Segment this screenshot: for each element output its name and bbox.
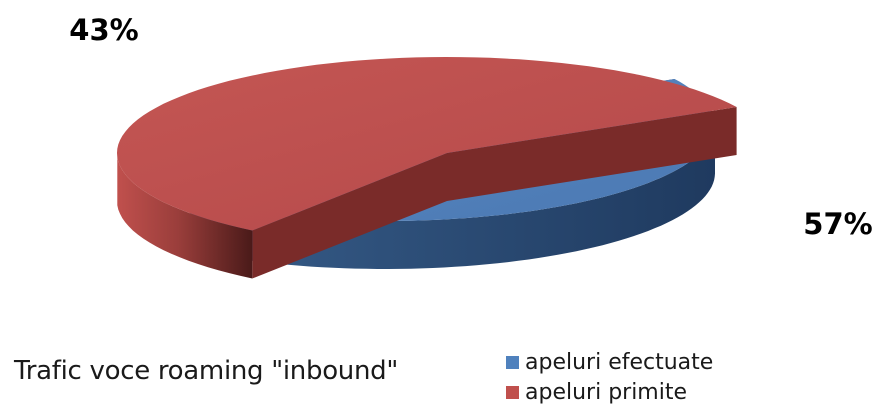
pie-slice-side-apeluri-primite bbox=[117, 157, 253, 279]
data-label-apeluri-efectuate: 43% bbox=[69, 13, 138, 47]
legend-label-apeluri-primite: apeluri primite bbox=[525, 379, 688, 405]
pie-slice-wall-apeluri-primite-0 bbox=[252, 153, 447, 279]
legend-swatch-apeluri-efectuate bbox=[506, 355, 519, 369]
data-label-apeluri-primite: 57% bbox=[803, 207, 872, 241]
legend-swatch-apeluri-primite bbox=[506, 385, 519, 399]
legend-item-apeluri-primite: apeluri primite bbox=[506, 377, 713, 407]
pie-slice-apeluri-primite bbox=[117, 57, 737, 279]
chart-title: Trafic voce roaming "inbound" bbox=[14, 356, 399, 386]
pie-slice-wall-apeluri-primite-1 bbox=[447, 107, 737, 201]
pie-slice-top-apeluri-primite bbox=[117, 57, 737, 231]
legend-label-apeluri-efectuate: apeluri efectuate bbox=[525, 349, 714, 375]
legend-item-apeluri-efectuate: apeluri efectuate bbox=[506, 347, 713, 377]
legend: apeluri efectuate apeluri primite bbox=[506, 347, 713, 407]
